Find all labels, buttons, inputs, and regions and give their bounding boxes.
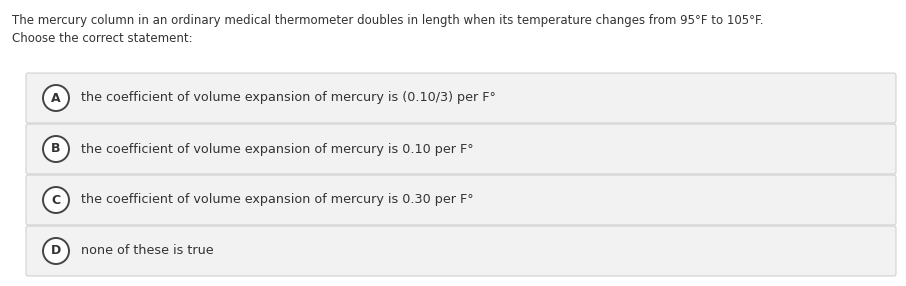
FancyBboxPatch shape [26, 124, 896, 174]
Text: the coefficient of volume expansion of mercury is (0.10/3) per F°: the coefficient of volume expansion of m… [81, 92, 496, 104]
Ellipse shape [43, 238, 69, 264]
Text: the coefficient of volume expansion of mercury is 0.30 per F°: the coefficient of volume expansion of m… [81, 194, 474, 206]
Ellipse shape [43, 136, 69, 162]
Text: The mercury column in an ordinary medical thermometer doubles in length when its: The mercury column in an ordinary medica… [12, 14, 764, 27]
FancyBboxPatch shape [26, 73, 896, 123]
FancyBboxPatch shape [26, 175, 896, 225]
Ellipse shape [43, 187, 69, 213]
Text: D: D [51, 245, 61, 257]
Text: B: B [52, 142, 61, 156]
Text: the coefficient of volume expansion of mercury is 0.10 per F°: the coefficient of volume expansion of m… [81, 142, 474, 156]
Text: A: A [51, 92, 61, 104]
Text: Choose the correct statement:: Choose the correct statement: [12, 32, 193, 45]
FancyBboxPatch shape [26, 226, 896, 276]
Ellipse shape [43, 85, 69, 111]
Text: C: C [52, 194, 61, 206]
Text: none of these is true: none of these is true [81, 245, 214, 257]
